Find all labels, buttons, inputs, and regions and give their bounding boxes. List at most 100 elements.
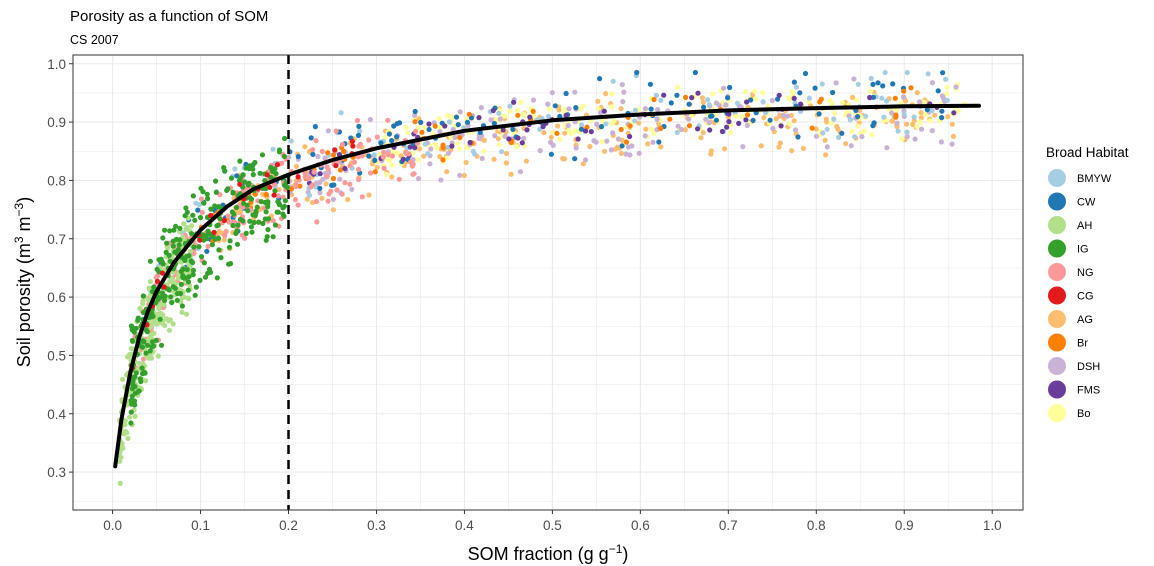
point-cw — [939, 108, 945, 114]
point-bo — [914, 123, 920, 130]
point-ah — [118, 454, 124, 460]
point-bmyw — [632, 118, 638, 124]
point-ah — [120, 445, 126, 451]
legend-item-ah: AH — [1048, 216, 1092, 234]
point-dsh — [620, 99, 626, 105]
point-bmyw — [943, 76, 949, 82]
point-ig — [163, 249, 169, 255]
point-ig — [213, 178, 219, 184]
point-dsh — [325, 128, 331, 134]
point-dsh — [703, 116, 709, 122]
point-ag — [773, 116, 779, 122]
point-dsh — [608, 147, 615, 153]
legend-item-ig: IG — [1048, 239, 1089, 258]
point-bo — [944, 91, 950, 97]
point-ag — [823, 116, 829, 122]
point-ah — [159, 320, 166, 326]
legend-swatch — [1048, 380, 1066, 399]
y-tick-label: 0.3 — [47, 465, 66, 480]
point-fms — [449, 143, 455, 149]
point-bo — [921, 99, 927, 105]
point-cw — [426, 126, 432, 133]
point-cw — [312, 124, 318, 130]
legend-item-cw: CW — [1048, 192, 1096, 211]
point-cg — [221, 217, 227, 224]
point-br — [330, 175, 336, 182]
point-ah — [137, 305, 143, 311]
point-ag — [293, 163, 299, 169]
point-ah — [166, 327, 173, 333]
point-ig — [245, 208, 251, 214]
point-ag — [932, 112, 938, 118]
point-ig — [251, 219, 257, 226]
point-bo — [710, 91, 716, 97]
point-bmyw — [579, 122, 585, 128]
point-dsh — [636, 150, 642, 156]
point-bo — [609, 91, 615, 97]
point-ig — [212, 203, 218, 209]
point-bo — [839, 100, 846, 106]
legend-label: DSH — [1077, 361, 1100, 373]
point-ag — [541, 130, 547, 136]
point-cw — [727, 84, 733, 91]
legend-swatch — [1048, 239, 1066, 258]
point-dsh — [848, 143, 854, 149]
point-cw — [619, 143, 625, 149]
point-ng — [293, 183, 299, 189]
x-axis-units-close: ) — [622, 544, 628, 564]
point-bo — [456, 146, 462, 152]
point-bmyw — [653, 92, 660, 98]
point-ah — [147, 279, 153, 285]
point-fms — [476, 115, 482, 121]
point-ig — [170, 284, 176, 290]
point-dsh — [894, 120, 900, 126]
point-ig — [242, 179, 248, 185]
point-bo — [609, 121, 615, 127]
point-ig — [213, 189, 219, 195]
point-dsh — [438, 177, 444, 183]
legend-swatch — [1048, 357, 1066, 375]
point-ig — [185, 279, 192, 285]
point-dsh — [917, 99, 923, 105]
point-bo — [955, 108, 961, 114]
point-dsh — [537, 148, 543, 154]
point-dsh — [428, 146, 434, 152]
point-fms — [627, 133, 633, 140]
legend-item-ng: NG — [1048, 263, 1094, 281]
point-ig — [262, 216, 268, 222]
point-bmyw — [288, 138, 294, 144]
point-ag — [580, 161, 586, 167]
point-bo — [786, 121, 793, 127]
point-ig — [260, 220, 266, 227]
point-bmyw — [196, 202, 202, 208]
point-ah — [121, 431, 127, 437]
point-ag — [319, 195, 325, 201]
point-dsh — [619, 82, 625, 88]
point-bmyw — [911, 114, 917, 120]
point-bo — [432, 141, 438, 147]
point-ag — [682, 127, 689, 133]
point-ig — [204, 191, 210, 197]
point-cw — [386, 131, 392, 137]
point-ag — [323, 181, 329, 187]
point-bo — [546, 106, 552, 112]
point-ig — [272, 222, 278, 228]
point-ah — [125, 435, 131, 441]
point-bmyw — [760, 99, 766, 105]
point-ig — [237, 216, 244, 222]
point-bo — [917, 119, 923, 125]
point-dsh — [792, 127, 799, 133]
point-dsh — [650, 139, 656, 145]
point-ag — [822, 137, 828, 143]
point-br — [667, 116, 673, 122]
point-ag — [914, 90, 920, 96]
point-dsh — [721, 85, 727, 91]
point-cw — [686, 101, 692, 107]
point-bmyw — [306, 192, 313, 198]
point-ig — [153, 337, 159, 343]
point-cw — [656, 139, 662, 145]
point-bmyw — [371, 152, 377, 158]
point-ag — [619, 137, 625, 143]
point-ah — [152, 317, 159, 324]
point-cw — [310, 151, 316, 157]
